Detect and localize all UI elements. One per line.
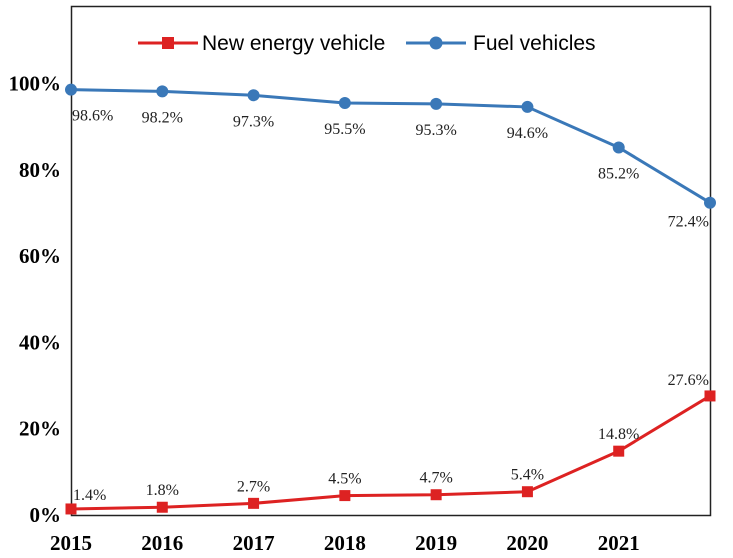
- legend-marker: [162, 37, 174, 49]
- data-label: 98.6%: [72, 108, 113, 125]
- series-layer: 1.4% 1.8% 2.7% 4.5% 4.7% 5.4%14.8%27.6%98.6% 9…: [65, 83, 716, 515]
- data-point: [704, 196, 716, 209]
- series-fuel: 98.6% 98.2% 97.3% 95.5% 95.3% 94.6% 85.2% 72.4%: [65, 83, 716, 231]
- legend: New energy vehicle Fuel vehicles: [138, 32, 596, 55]
- x-axis: 2015 2016 2017 2018 2019 2020 2021: [50, 531, 640, 555]
- data-point: [65, 503, 77, 515]
- series-line: [70, 88, 711, 204]
- data-point: [247, 89, 260, 102]
- x-tick-label: 2021: [598, 531, 640, 555]
- x-tick-label: 2016: [141, 531, 183, 555]
- y-tick-label: 100%: [9, 72, 62, 96]
- x-tick-label: 2017: [233, 531, 275, 555]
- data-point: [339, 490, 351, 502]
- plot-frame: [70, 5, 712, 517]
- y-tick-label: 60%: [19, 244, 61, 268]
- data-point: [65, 83, 77, 96]
- data-point: [613, 445, 625, 457]
- legend-label: New energy vehicle: [202, 32, 385, 55]
- data-label: 2.7%: [237, 478, 270, 495]
- data-point: [156, 501, 168, 513]
- data-label: 1.8%: [146, 482, 179, 499]
- legend-label: Fuel vehicles: [473, 32, 596, 55]
- x-tick-label: 2019: [415, 531, 457, 555]
- data-label: 5.4%: [511, 467, 544, 484]
- series-new-energy: 1.4% 1.8% 2.7% 4.5% 4.7% 5.4% 14.8% 27.6%: [65, 372, 716, 515]
- data-point: [612, 141, 625, 154]
- data-point: [248, 497, 260, 509]
- data-label: 85.2%: [598, 165, 639, 182]
- y-tick-label: 20%: [19, 417, 61, 441]
- y-tick-label: 40%: [19, 330, 61, 354]
- data-label: 98.2%: [142, 109, 183, 126]
- legend-item: Fuel vehicles: [406, 32, 596, 55]
- data-label: 94.6%: [507, 125, 548, 142]
- data-point: [521, 100, 534, 113]
- y-tick-label: 0%: [30, 503, 62, 527]
- legend-item: New energy vehicle: [138, 32, 385, 55]
- y-axis: 0% 20% 40% 60% 80% 100%: [9, 72, 62, 527]
- data-point: [521, 486, 533, 498]
- data-label: 14.8%: [598, 426, 639, 443]
- series-line: [70, 394, 711, 511]
- data-point: [156, 85, 169, 98]
- data-label: 95.5%: [324, 121, 365, 138]
- data-label: 4.7%: [419, 470, 452, 487]
- data-label: 72.4%: [668, 214, 709, 231]
- data-label: 95.3%: [415, 122, 456, 139]
- data-point: [430, 489, 442, 501]
- x-tick-label: 2020: [506, 531, 548, 555]
- data-label: 4.5%: [328, 471, 361, 488]
- legend-marker: [429, 36, 443, 50]
- data-point: [338, 97, 351, 110]
- x-tick-label: 2018: [324, 531, 366, 555]
- y-tick-label: 80%: [19, 158, 61, 182]
- data-label: 97.3%: [233, 113, 274, 130]
- data-label: 27.6%: [668, 372, 709, 389]
- data-point: [704, 390, 716, 402]
- data-point: [430, 97, 443, 110]
- data-label: 1.4%: [73, 487, 106, 504]
- x-tick-label: 2015: [50, 531, 92, 555]
